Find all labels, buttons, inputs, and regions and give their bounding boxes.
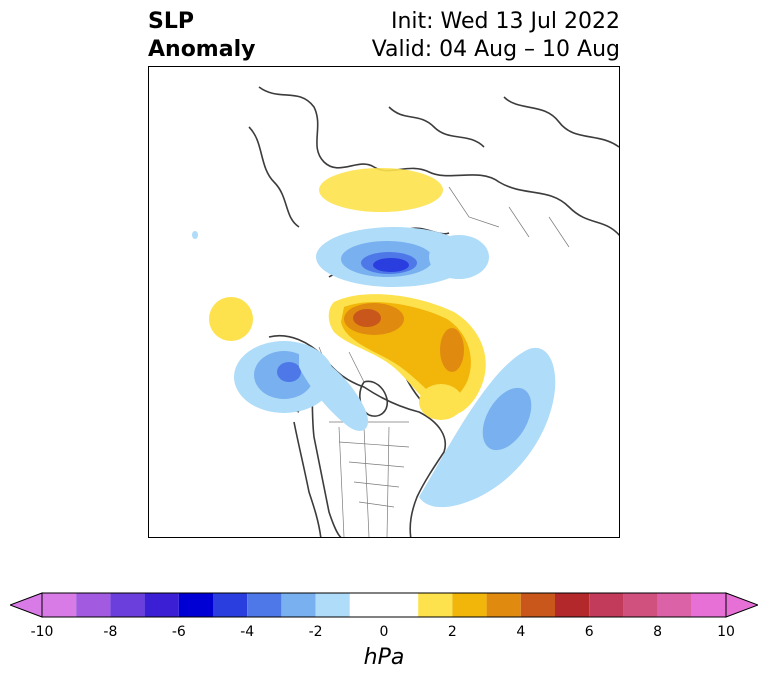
colorbar-bin [452,593,487,617]
edge-seam-left [149,287,153,319]
positive-anomaly-east-greenland [440,328,464,372]
positive-anomaly-scandinavia [319,168,443,212]
colorbar-tick-label: -10 [30,624,54,640]
slp-anomaly-shading [192,168,556,508]
positive-anomaly-labrador [419,384,463,420]
colorbar-bin [178,593,213,617]
colorbar-tick-label: 6 [584,624,594,640]
map-panel [148,66,620,538]
colorbar-bin [623,593,658,617]
title-line-2: Anomaly [148,37,256,62]
colorbar-bin [555,593,590,617]
colorbar-tick-label: 8 [653,624,663,640]
init-label: Init: Wed 13 Jul 2022 [390,9,620,34]
positive-anomaly-pacific [209,297,253,341]
colorbar-outline [41,592,727,618]
colorbar-bin [486,593,521,617]
colorbar-bin [110,593,145,617]
colorbar-bin [589,593,624,617]
colorbar-tick-label: 4 [516,624,526,640]
colorbar-units: hPa [363,645,405,670]
colorbar-extend-min [10,592,43,618]
colorbar-bin [349,593,419,617]
colorbar-tick-label: -2 [308,624,323,640]
colorbar [10,592,758,618]
positive-anomaly-core [353,309,381,327]
negative-anomaly-canada [299,347,369,431]
negative-anomaly-siberia [429,235,489,279]
colorbar-bin [657,593,692,617]
colorbar-bin [520,593,555,617]
colorbar-bin [247,593,282,617]
colorbar-tick-label: 2 [447,624,457,640]
colorbar-bin [281,593,316,617]
colorbar-bin [315,593,350,617]
colorbar-bin [76,593,111,617]
colorbar-extend-max [725,592,758,618]
colorbar-bin [42,593,77,617]
title-line-1: SLP [148,9,194,34]
forecast-times: Init: Wed 13 Jul 2022 Valid: 04 Aug – 10… [372,8,620,64]
colorbar-bin [213,593,248,617]
slp-anomaly-map [149,86,619,537]
colorbar-tick-label: -4 [240,624,255,640]
colorbar-tick-label: 10 [717,624,735,640]
negative-anomaly-small [192,231,198,239]
negative-anomaly-arctic-core [373,258,409,272]
colorbar-tick-label: 0 [379,624,389,640]
map-title: SLP Anomaly [148,8,255,64]
edge-seam-right [617,287,619,319]
colorbar-bin [691,593,726,617]
colorbar-tick-label: -6 [171,624,186,640]
colorbar-tick-labels: -10 -8 -6 -4 -2 0 2 4 6 8 10 [0,624,768,644]
colorbar-tick-label: -8 [103,624,118,640]
valid-label: Valid: 04 Aug – 10 Aug [371,37,620,62]
negative-anomaly-pacific-core [277,362,301,382]
colorbar-bins [42,593,726,617]
colorbar-bin [418,593,453,617]
negative-anomaly-atlantic-core [482,387,532,451]
colorbar-bin [144,593,179,617]
